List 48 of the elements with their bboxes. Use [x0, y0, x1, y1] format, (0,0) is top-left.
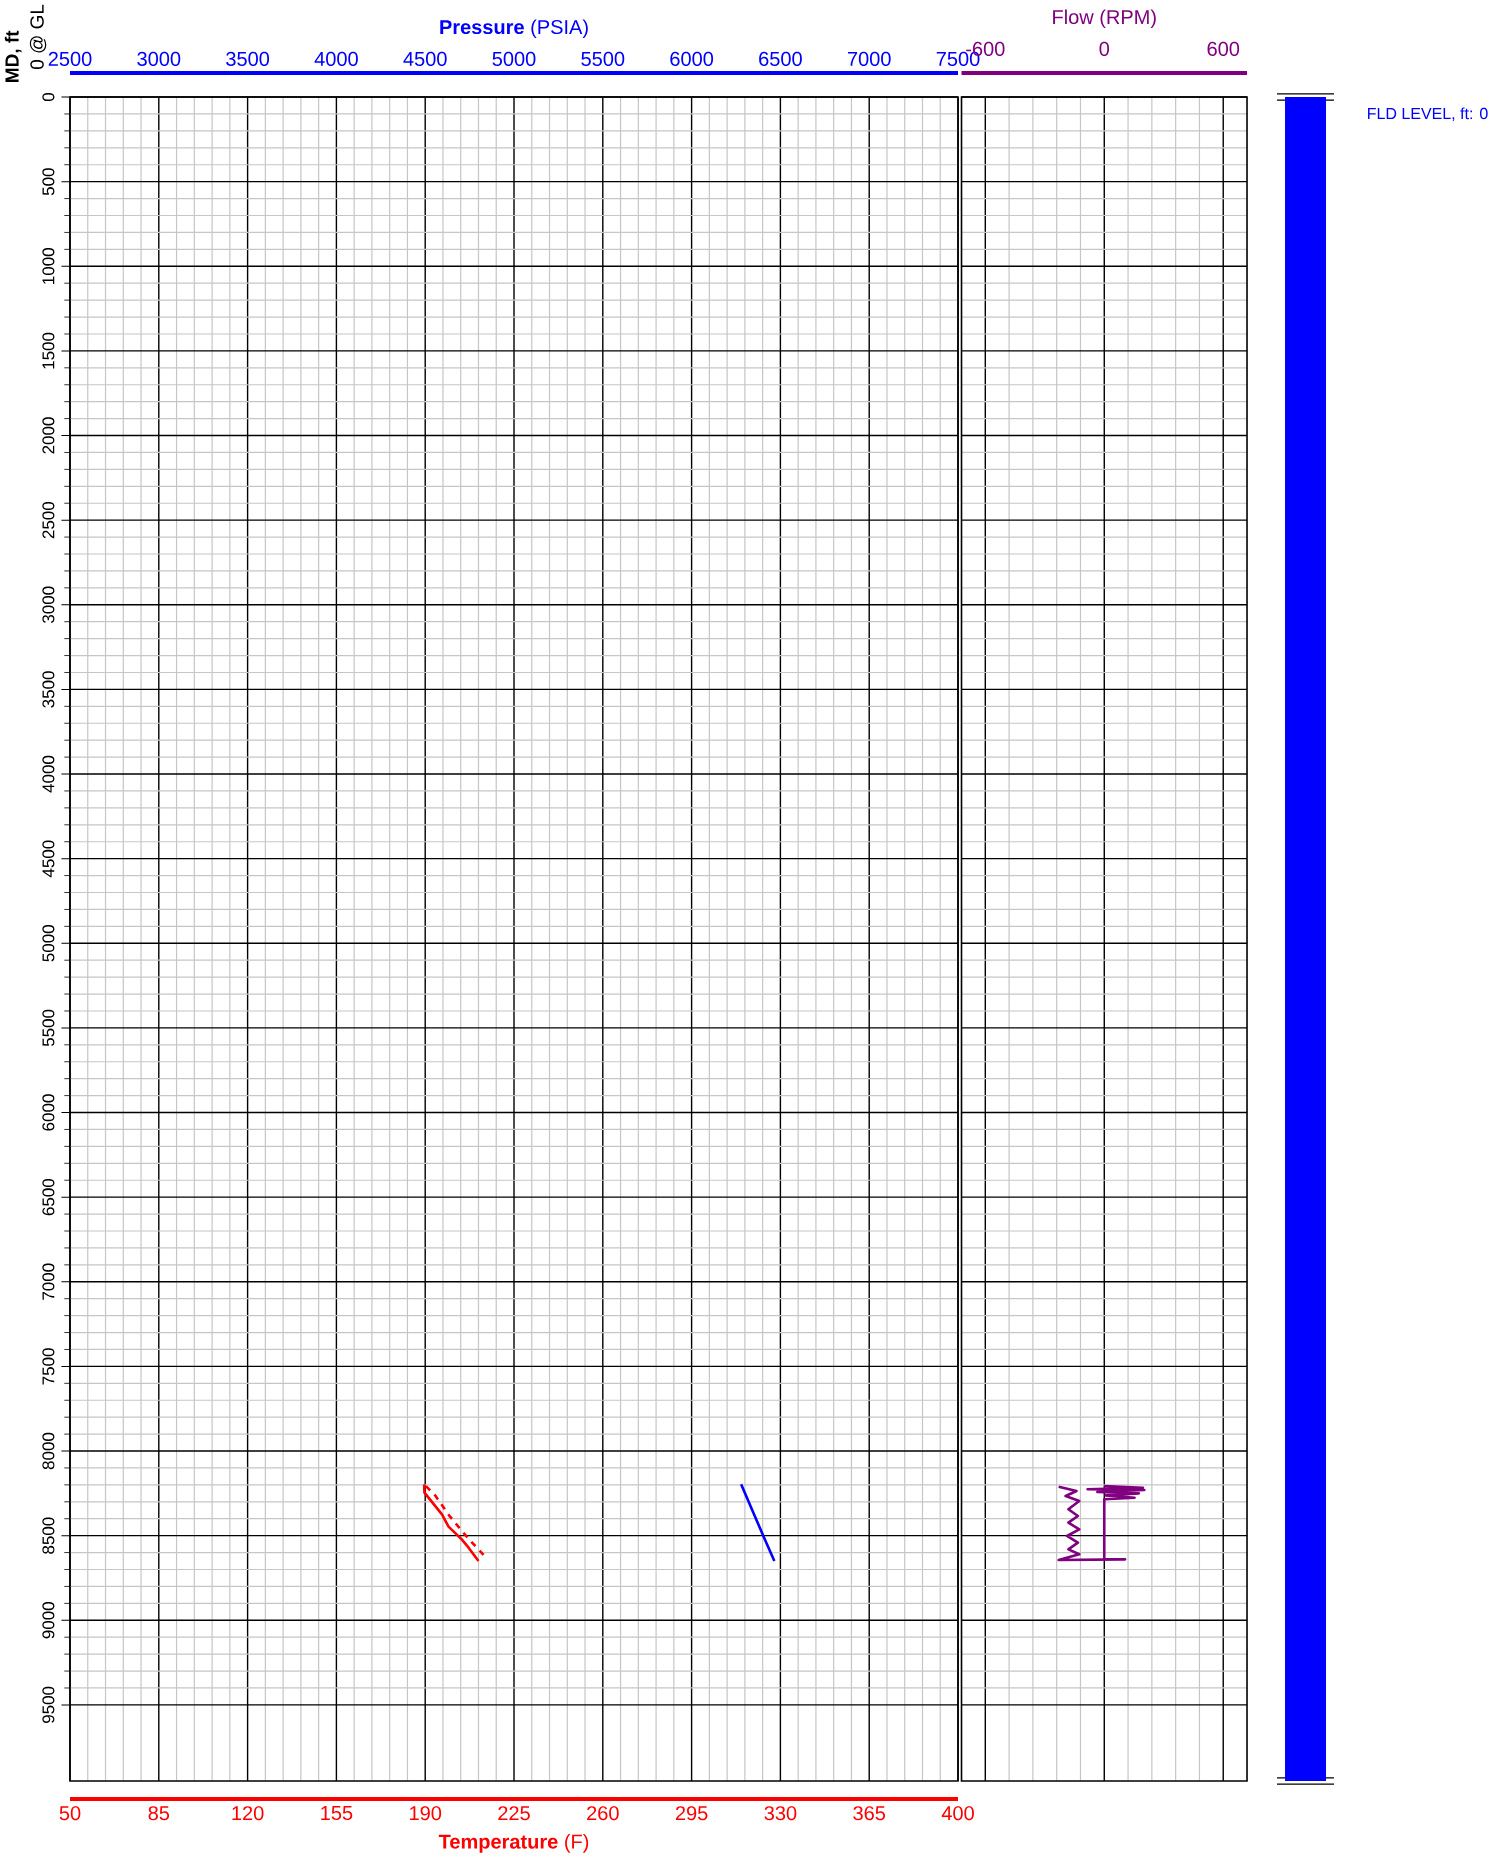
x-tick-label: 225 [498, 1806, 530, 1821]
x2-tick-label: 6500 [759, 51, 802, 66]
y-tick-label: 9500 [42, 1686, 55, 1724]
x-tick-label: 260 [587, 1806, 619, 1821]
y-tick-label: 6500 [42, 1178, 55, 1216]
x2-tick-label: 5500 [581, 51, 625, 66]
x-tick-label: 85 [148, 1806, 170, 1821]
y-tick-label: 5000 [42, 925, 55, 962]
x-tick-label: 400 [941, 1806, 974, 1821]
x-tick-label: 0 [1099, 41, 1110, 56]
x2-tick-label: 6000 [670, 51, 714, 66]
y-tick-label: 4000 [42, 755, 55, 793]
y-tick-label: 4500 [42, 840, 55, 878]
y-tick-label: 8500 [42, 1517, 55, 1554]
y-axis-title: MD, ft [4, 30, 22, 82]
y-tick-label: 2500 [42, 501, 55, 539]
x-tick-label: 600 [1207, 41, 1240, 56]
x-tick-label: 50 [59, 1806, 81, 1821]
y-tick-label: 8000 [42, 1432, 55, 1470]
y-tick-label: 2000 [42, 417, 55, 454]
x-axis-title: Flow (RPM) [1053, 9, 1156, 29]
x2-tick-label: 3500 [226, 51, 270, 66]
x-tick-label: 365 [853, 1806, 886, 1821]
y-tick-label: 0 [42, 92, 55, 102]
x-tick-label: 155 [321, 1806, 353, 1821]
y-tick-label: 7000 [42, 1263, 55, 1300]
x2-tick-label: 4500 [403, 51, 447, 66]
x-tick-label: 295 [675, 1806, 708, 1821]
y-tick-label: 500 [42, 168, 55, 196]
y-tick-label: 3500 [42, 671, 55, 708]
x-tick-label: 190 [410, 1806, 442, 1821]
x2-tick-label: 7000 [847, 51, 891, 66]
text: FLD LEVEL, ft: 0 [1368, 107, 1488, 122]
x2-tick-label: 4000 [314, 51, 358, 66]
text: 0 @ GL [29, 4, 47, 70]
x-axis-title: Temperature (F) [438, 1834, 589, 1853]
y-tick-label: 1500 [42, 332, 55, 369]
x2-tick-label: 3000 [137, 51, 181, 66]
y-tick-label: 3000 [42, 586, 55, 624]
x2-axis-title: Pressure (PSIA) [440, 19, 588, 39]
y-tick-label: 6000 [42, 1094, 55, 1131]
y-tick-label: 9000 [42, 1602, 55, 1639]
x-tick-label: 120 [232, 1806, 264, 1821]
y-tick-label: 5500 [42, 1009, 55, 1047]
x2-tick-label: 5000 [492, 51, 536, 66]
y-tick-label: 1000 [42, 248, 55, 284]
y-tick-label: 7500 [42, 1348, 55, 1385]
x-tick-label: 330 [764, 1806, 797, 1821]
